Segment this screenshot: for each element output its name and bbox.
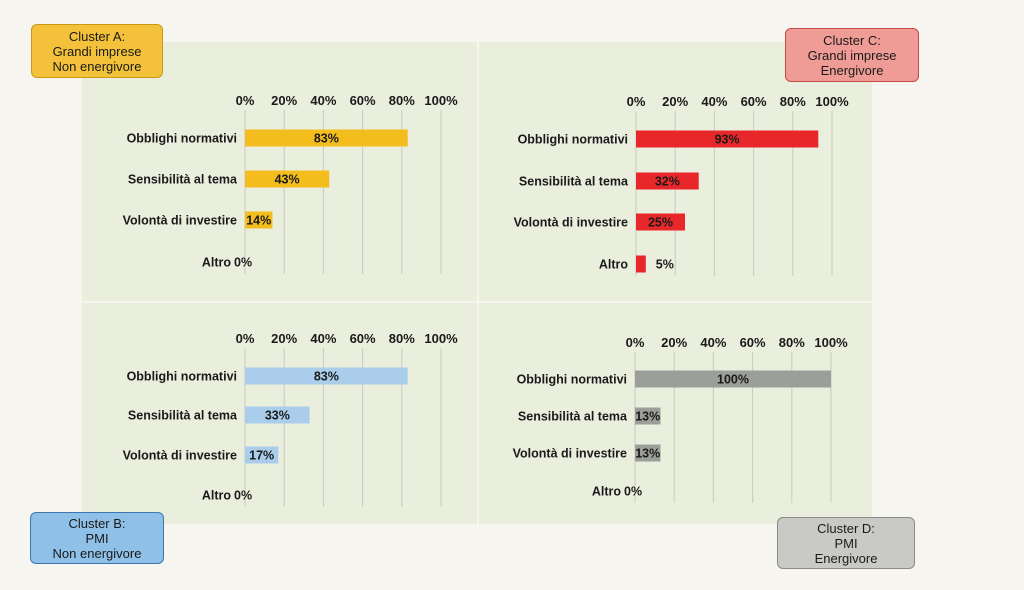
bar xyxy=(636,172,699,190)
cluster-c-line-2: Grandi imprese xyxy=(807,47,897,63)
x-tick-label: 100% xyxy=(424,93,458,108)
category-label: Volontà di investire xyxy=(123,449,237,463)
value-label: 0% xyxy=(624,485,642,499)
bar xyxy=(635,407,661,425)
cluster-b-line-1: Cluster B: xyxy=(68,515,126,531)
bar xyxy=(636,255,646,273)
cluster-d-line-1: Cluster D: xyxy=(817,520,875,536)
value-label: 0% xyxy=(234,489,252,503)
category-label: Sensibilità al tema xyxy=(519,175,629,189)
x-tick-label: 80% xyxy=(389,331,415,346)
cluster-b-label: Cluster B: PMI Non energivore xyxy=(30,512,164,564)
cluster-d-line-2: PMI xyxy=(834,535,858,551)
x-tick-label: 80% xyxy=(779,335,805,350)
x-tick-label: 100% xyxy=(814,335,848,350)
value-label: 13% xyxy=(635,447,660,461)
bar xyxy=(245,211,273,229)
category-label: Sensibilità al tema xyxy=(128,173,238,187)
x-tick-label: 80% xyxy=(780,94,806,109)
cluster-a-label: Cluster A: Grandi imprese Non energivore xyxy=(31,24,163,78)
value-label: 13% xyxy=(635,410,660,424)
value-label: 33% xyxy=(265,409,290,423)
category-label: Volontà di investire xyxy=(514,216,628,230)
x-tick-label: 20% xyxy=(662,94,688,109)
x-tick-label: 100% xyxy=(815,94,849,109)
category-label: Obblighi normativi xyxy=(518,133,628,147)
x-tick-label: 60% xyxy=(350,93,376,108)
bar xyxy=(635,444,661,462)
cluster-c-line-3: Energivore xyxy=(820,62,884,78)
value-label: 5% xyxy=(656,258,674,272)
x-tick-label: 40% xyxy=(701,94,727,109)
category-label: Sensibilità al tema xyxy=(518,410,628,424)
cluster-b-line-3: Non energivore xyxy=(52,545,142,561)
horizontal-divider xyxy=(82,301,872,303)
cluster-c-line-1: Cluster C: xyxy=(823,32,881,48)
category-label: Obblighi normativi xyxy=(127,370,237,384)
vertical-divider xyxy=(477,42,479,524)
x-tick-label: 40% xyxy=(310,331,336,346)
value-label: 17% xyxy=(249,449,274,463)
category-label: Obblighi normativi xyxy=(127,132,237,146)
bar xyxy=(245,170,330,188)
x-tick-label: 60% xyxy=(741,94,767,109)
category-label: Altro xyxy=(599,258,629,272)
x-tick-label: 20% xyxy=(271,331,297,346)
x-tick-label: 60% xyxy=(350,331,376,346)
chart-cluster-b: 0% 20% 40% 60% 80% 100% Obblighi normativi 83% S… xyxy=(0,0,480,590)
value-label: 83% xyxy=(314,370,339,384)
cluster-c-label: Cluster C: Grandi imprese Energivore xyxy=(785,28,919,82)
bar xyxy=(636,213,685,231)
x-tick-label: 20% xyxy=(661,335,687,350)
bar-chart-svg: 0% 20% 40% 60% 80% 100% Obblighi normativi 83% S… xyxy=(123,93,458,274)
chart-cluster-a: 0% 20% 40% 60% 80% 100% Obblighi normativi 83% S… xyxy=(0,0,480,300)
value-label: 93% xyxy=(715,133,740,147)
x-tick-label: 0% xyxy=(627,94,646,109)
category-label: Volontà di investire xyxy=(513,447,627,461)
category-label: Altro xyxy=(202,256,232,270)
x-tick-label: 60% xyxy=(740,335,766,350)
value-label: 25% xyxy=(648,216,673,230)
bar xyxy=(245,406,310,424)
bar-chart-svg: 0% 20% 40% 60% 80% 100% Obblighi normativi 93% S… xyxy=(514,94,849,276)
x-tick-label: 0% xyxy=(626,335,645,350)
cluster-b-line-2: PMI xyxy=(85,530,109,546)
bar-chart-svg: 0% 20% 40% 60% 80% 100% Obblighi normativi 83% S… xyxy=(123,331,458,507)
bar xyxy=(636,130,819,148)
cluster-a-line-1: Cluster A: xyxy=(68,28,126,44)
bar xyxy=(245,129,408,147)
cluster-a-line-3: Non energivore xyxy=(52,58,142,74)
cluster-d-label: Cluster D: PMI Energivore xyxy=(777,517,915,569)
value-label: 14% xyxy=(246,214,271,228)
bar xyxy=(635,370,831,388)
category-label: Altro xyxy=(202,489,232,503)
bar xyxy=(245,446,279,464)
category-label: Sensibilità al tema xyxy=(128,409,238,423)
x-tick-label: 20% xyxy=(271,93,297,108)
bar xyxy=(245,367,408,385)
x-tick-label: 40% xyxy=(310,93,336,108)
category-label: Volontà di investire xyxy=(123,214,237,228)
x-tick-label: 100% xyxy=(424,331,458,346)
x-tick-label: 0% xyxy=(236,93,255,108)
cluster-a-line-2: Grandi imprese xyxy=(52,43,142,59)
category-label: Obblighi normativi xyxy=(517,373,627,387)
x-tick-label: 80% xyxy=(389,93,415,108)
value-label: 100% xyxy=(717,373,749,387)
chart-cluster-c: 0% 20% 40% 60% 80% 100% Obblighi normativi 93% S… xyxy=(514,94,849,276)
cluster-d-line-3: Energivore xyxy=(814,550,878,566)
value-label: 83% xyxy=(314,132,339,146)
value-label: 32% xyxy=(655,175,680,189)
x-tick-label: 0% xyxy=(236,331,255,346)
value-label: 0% xyxy=(234,256,252,270)
category-label: Altro xyxy=(592,485,622,499)
x-tick-label: 40% xyxy=(700,335,726,350)
value-label: 43% xyxy=(275,173,300,187)
